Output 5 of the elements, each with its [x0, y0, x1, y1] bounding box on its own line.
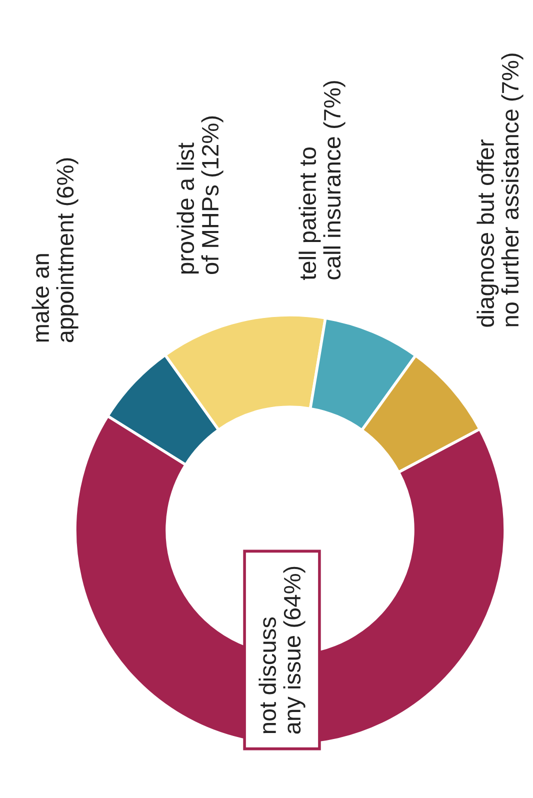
- slice-label: tell patient to call insurance (7%): [298, 81, 346, 280]
- slice-label: diagnose but offer no further assistance (7%): [476, 54, 524, 327]
- slice-label: provide a list of MHPs (12%): [176, 116, 224, 274]
- slice-label: not discuss any issue (64%): [258, 566, 306, 734]
- slice-label: make an appointment (6%): [32, 158, 78, 342]
